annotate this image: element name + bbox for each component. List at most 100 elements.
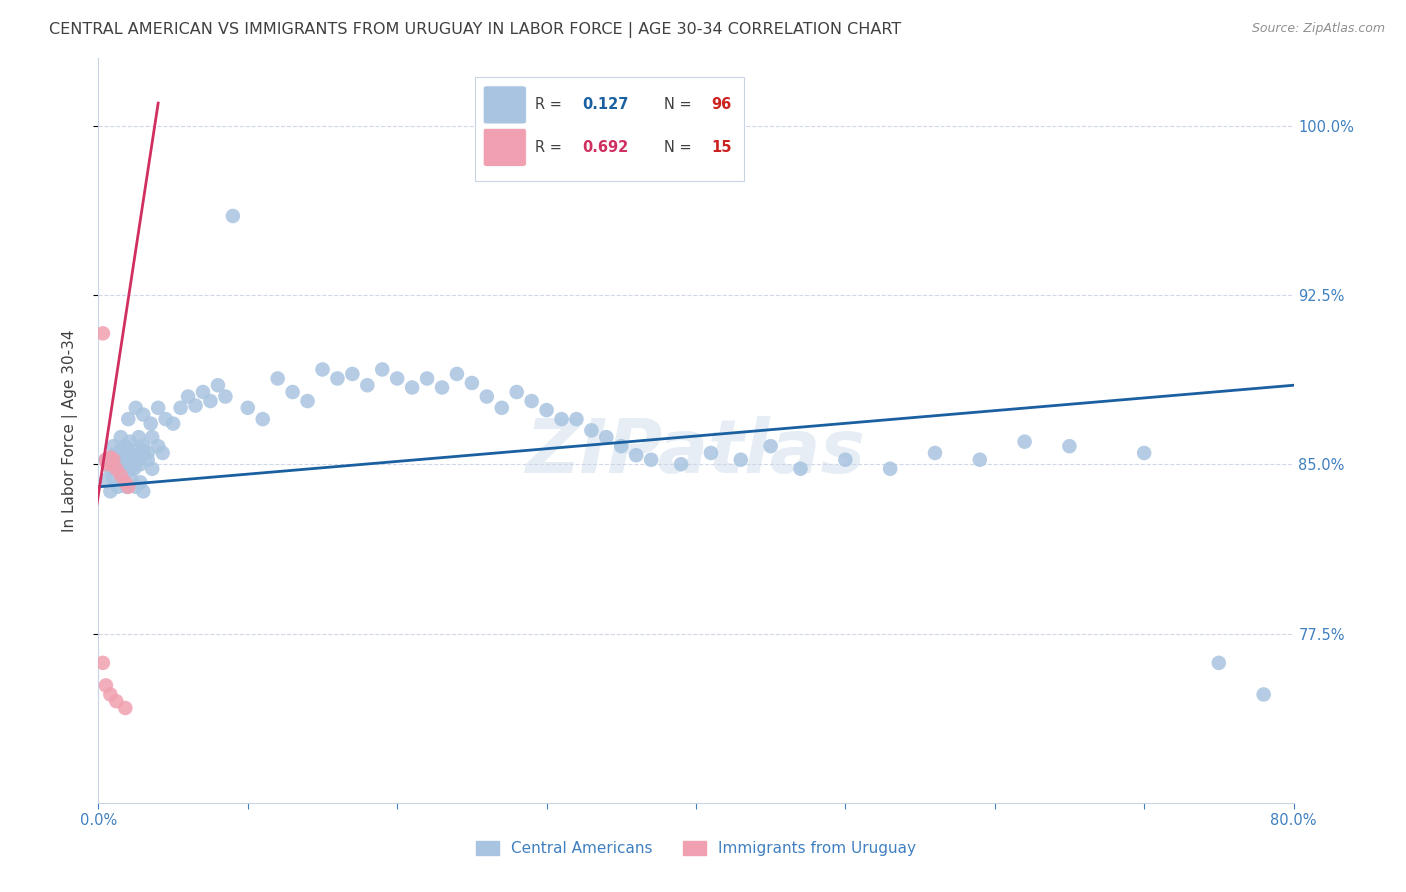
FancyBboxPatch shape bbox=[484, 128, 526, 166]
Point bbox=[565, 412, 588, 426]
Point bbox=[111, 468, 134, 483]
Point bbox=[152, 446, 174, 460]
Point bbox=[117, 412, 139, 426]
Point bbox=[132, 408, 155, 422]
Point bbox=[879, 462, 901, 476]
Point bbox=[200, 394, 222, 409]
Text: N =: N = bbox=[664, 97, 696, 112]
Point bbox=[132, 439, 155, 453]
Point bbox=[129, 475, 152, 490]
Point bbox=[222, 209, 245, 223]
Point bbox=[169, 401, 191, 415]
Point bbox=[125, 448, 148, 462]
Text: 0.127: 0.127 bbox=[582, 97, 628, 112]
Point bbox=[669, 457, 692, 471]
Point bbox=[461, 376, 484, 390]
Point bbox=[326, 371, 349, 385]
Point bbox=[110, 443, 132, 458]
Point bbox=[115, 480, 138, 494]
Point bbox=[610, 439, 633, 453]
FancyBboxPatch shape bbox=[475, 77, 744, 181]
Point bbox=[491, 401, 513, 415]
Point bbox=[759, 439, 782, 453]
Text: CENTRAL AMERICAN VS IMMIGRANTS FROM URUGUAY IN LABOR FORCE | AGE 30-34 CORRELATI: CENTRAL AMERICAN VS IMMIGRANTS FROM URUG… bbox=[49, 22, 901, 38]
Point bbox=[297, 394, 319, 409]
FancyBboxPatch shape bbox=[484, 86, 526, 124]
Point bbox=[114, 701, 136, 715]
Point bbox=[1133, 446, 1156, 460]
Point bbox=[120, 473, 142, 487]
Point bbox=[132, 443, 155, 458]
Point bbox=[129, 457, 152, 471]
Point bbox=[834, 452, 856, 467]
Point bbox=[117, 480, 139, 494]
Point bbox=[94, 678, 117, 692]
Point bbox=[141, 430, 163, 444]
Point bbox=[98, 462, 122, 476]
Point bbox=[385, 371, 409, 385]
Point bbox=[700, 446, 723, 460]
Point bbox=[401, 380, 423, 394]
Point bbox=[128, 452, 150, 467]
Point bbox=[103, 452, 125, 467]
Point bbox=[125, 401, 148, 415]
Point bbox=[114, 439, 136, 453]
Point bbox=[94, 473, 117, 487]
Point bbox=[136, 446, 159, 460]
Point bbox=[207, 378, 229, 392]
Point bbox=[94, 452, 117, 467]
Point bbox=[105, 694, 128, 708]
Point bbox=[107, 480, 129, 494]
Point bbox=[114, 462, 136, 476]
Point bbox=[281, 384, 304, 399]
Text: R =: R = bbox=[534, 140, 567, 155]
Point bbox=[98, 450, 122, 465]
Point bbox=[416, 371, 439, 385]
Point bbox=[595, 430, 617, 444]
Point bbox=[1208, 656, 1230, 670]
Legend: Central Americans, Immigrants from Uruguay: Central Americans, Immigrants from Urugu… bbox=[470, 835, 922, 863]
Point bbox=[191, 384, 214, 399]
Point bbox=[124, 443, 146, 458]
Text: Source: ZipAtlas.com: Source: ZipAtlas.com bbox=[1251, 22, 1385, 36]
Point bbox=[98, 484, 122, 499]
Point bbox=[550, 412, 572, 426]
Point bbox=[148, 439, 170, 453]
Point bbox=[236, 401, 259, 415]
Point bbox=[110, 443, 132, 458]
Point bbox=[520, 394, 543, 409]
Point bbox=[94, 452, 117, 467]
Point bbox=[91, 326, 114, 341]
Point bbox=[506, 384, 529, 399]
Point bbox=[1014, 434, 1036, 449]
Point bbox=[120, 462, 142, 476]
Point bbox=[1059, 439, 1081, 453]
Point bbox=[96, 457, 118, 471]
Point bbox=[124, 462, 146, 476]
Point bbox=[103, 439, 125, 453]
Point bbox=[125, 480, 148, 494]
Point bbox=[177, 390, 200, 404]
Point bbox=[371, 362, 394, 376]
Point bbox=[128, 430, 150, 444]
Point bbox=[141, 462, 163, 476]
Point bbox=[536, 403, 558, 417]
Point bbox=[214, 390, 236, 404]
Text: 15: 15 bbox=[711, 140, 733, 155]
Point bbox=[155, 412, 177, 426]
Point bbox=[342, 367, 364, 381]
Text: 96: 96 bbox=[711, 97, 731, 112]
Point bbox=[730, 452, 752, 467]
Point bbox=[446, 367, 468, 381]
Point bbox=[924, 446, 946, 460]
Point bbox=[105, 448, 128, 462]
Point bbox=[1253, 688, 1275, 702]
Point bbox=[103, 471, 125, 485]
Point bbox=[98, 688, 122, 702]
Point bbox=[626, 448, 648, 462]
Point bbox=[640, 452, 662, 467]
Point bbox=[118, 434, 141, 449]
Point bbox=[139, 417, 162, 431]
Point bbox=[267, 371, 290, 385]
Point bbox=[356, 378, 378, 392]
